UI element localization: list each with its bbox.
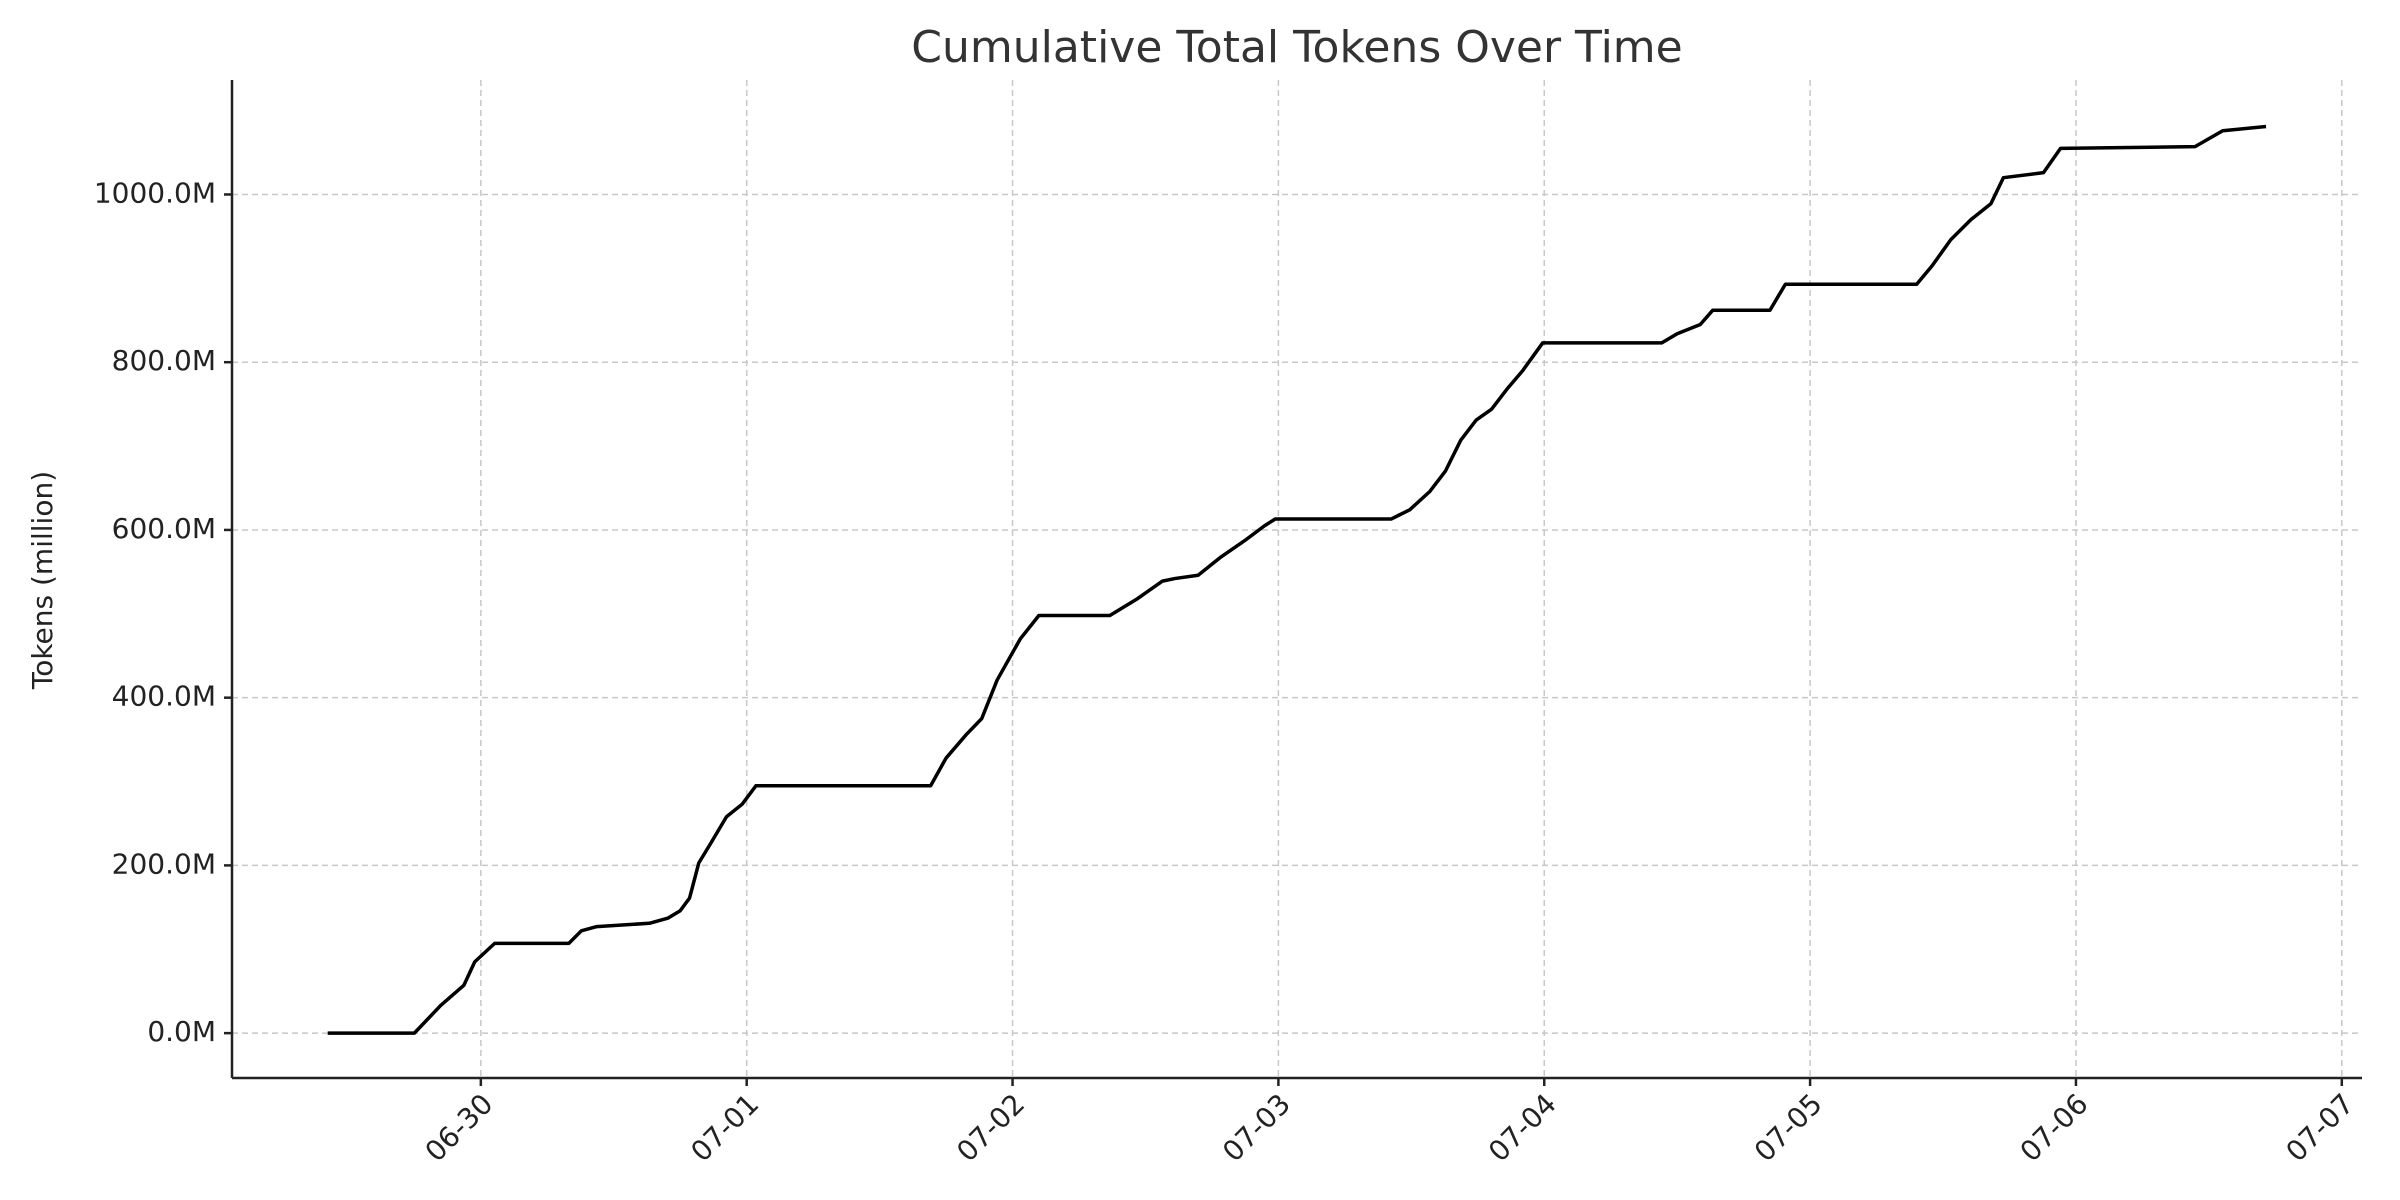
- x-tick-label: 07-01: [684, 1087, 765, 1168]
- x-tick-label: 07-03: [1216, 1087, 1297, 1168]
- x-tick-label: 07-04: [1482, 1087, 1563, 1168]
- x-tick-label: 07-07: [2280, 1087, 2361, 1168]
- x-tick-label: 07-05: [1748, 1087, 1829, 1168]
- y-tick-label: 1000.0M: [94, 176, 216, 209]
- y-tick-label: 600.0M: [112, 512, 216, 545]
- y-tick-label: 400.0M: [112, 680, 216, 713]
- x-tick-label: 07-06: [2014, 1087, 2095, 1168]
- y-axis-label: Tokens (million): [26, 471, 59, 690]
- x-tick-label: 07-02: [950, 1087, 1031, 1168]
- chart-title: Cumulative Total Tokens Over Time: [911, 22, 1682, 73]
- y-tick-label: 200.0M: [112, 847, 216, 880]
- y-tick-label: 0.0M: [147, 1015, 216, 1048]
- data-line: [327, 124, 2267, 1035]
- x-tick-label: 06-30: [419, 1087, 500, 1168]
- y-tick-label: 800.0M: [112, 344, 216, 377]
